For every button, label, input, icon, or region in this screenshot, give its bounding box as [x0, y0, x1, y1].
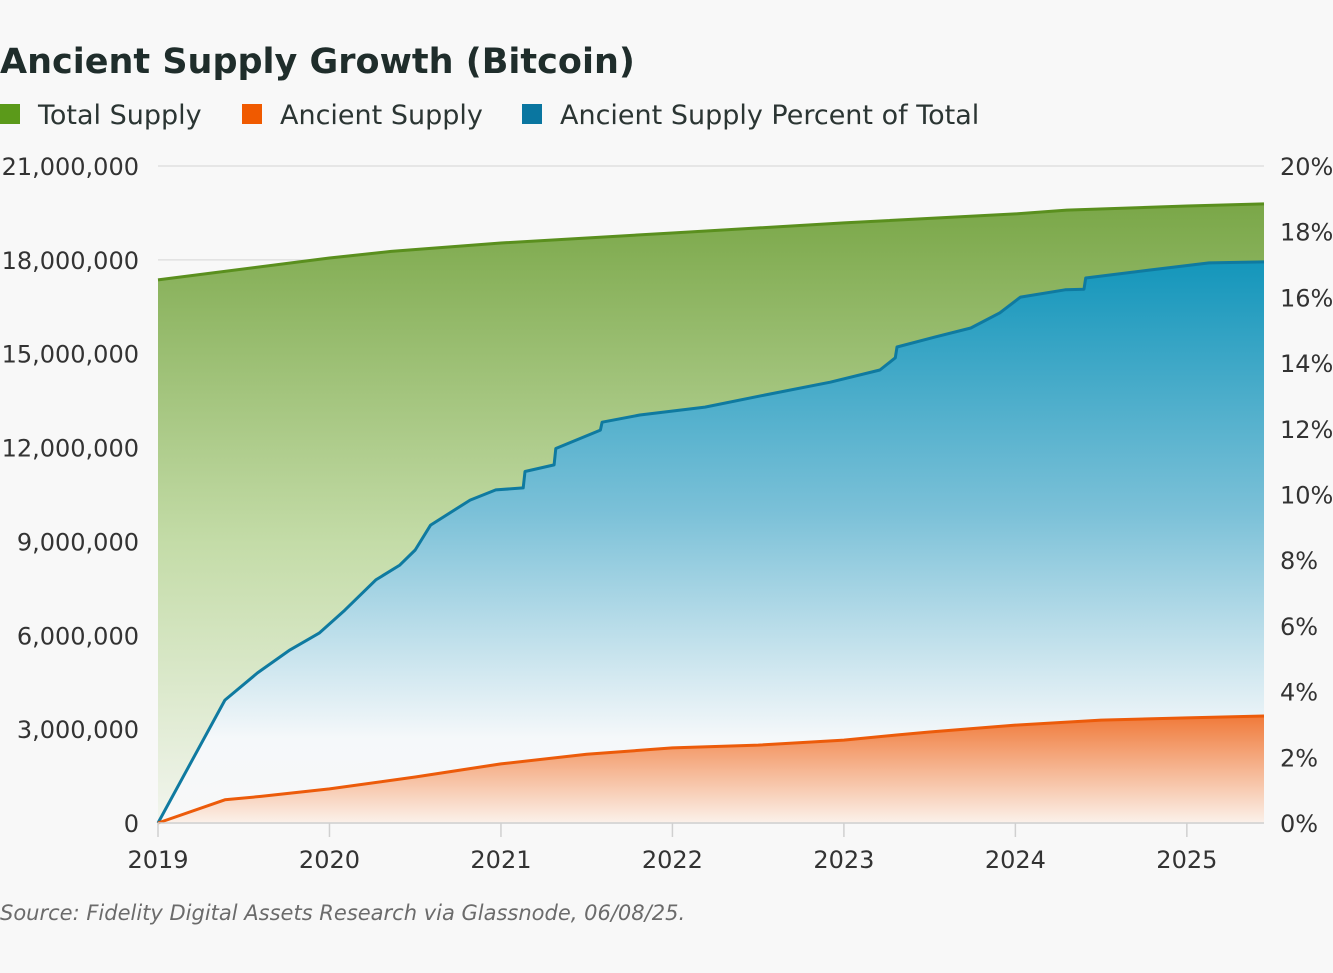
left-axis-tick-label: 3,000,000 [17, 716, 139, 744]
right-axis-tick-label: 16% [1280, 284, 1333, 312]
left-axis-tick-label: 15,000,000 [2, 341, 139, 369]
line-ancient-supply [157, 714, 1265, 825]
x-axis-tick-label: 2024 [985, 846, 1046, 874]
right-axis-tick-label: 10% [1280, 482, 1333, 510]
x-axis-tick-label: 2022 [642, 846, 703, 874]
x-axis-tick-label: 2019 [127, 846, 188, 874]
legend-swatch [522, 104, 542, 124]
area-ancient-supply [158, 716, 1264, 823]
legend-swatch [0, 104, 20, 124]
series-areas [158, 203, 1264, 823]
right-axis-tick-label: 12% [1280, 416, 1333, 444]
x-axis-tick-label: 2025 [1156, 846, 1217, 874]
right-axis-tick-label: 8% [1280, 547, 1318, 575]
right-axis-tick-label: 20% [1280, 153, 1333, 181]
right-axis-tick-label: 2% [1280, 744, 1318, 772]
right-axis-tick-label: 18% [1280, 219, 1333, 247]
series-lines [156, 202, 1265, 825]
left-axis-tick-label: 9,000,000 [17, 528, 139, 556]
right-axis-tick-label: 0% [1280, 810, 1318, 838]
left-axis-tick-label: 12,000,000 [2, 435, 139, 463]
legend-label: Total Supply [37, 100, 202, 131]
legend: Total Supply Ancient Supply Ancient Supply… [0, 100, 979, 131]
left-axis-tick-label: 6,000,000 [17, 622, 139, 650]
right-axis-tick-label: 14% [1280, 350, 1333, 378]
source-note: Source: Fidelity Digital Assets Research… [0, 901, 685, 925]
left-axis-tick-label: 21,000,000 [2, 153, 139, 181]
left-axis-tick-label: 18,000,000 [2, 247, 139, 275]
chart-title: Ancient Supply Growth (Bitcoin) [0, 42, 635, 82]
x-axis-tick-label: 2023 [813, 846, 874, 874]
area-ancient-supply-percent-of-total [158, 261, 1264, 823]
right-axis-tick-label: 6% [1280, 613, 1318, 641]
x-axis-tick-label: 2021 [470, 846, 531, 874]
axes: 0 3,000,000 6,000,000 9,000,000 12,000,000 15… [2, 153, 1333, 874]
x-axis-tick-label: 2020 [299, 846, 360, 874]
right-axis-tick-label: 4% [1280, 679, 1318, 707]
legend-label: Ancient Supply Percent of Total [560, 100, 979, 131]
line-total-supply [157, 202, 1265, 282]
legend-label: Ancient Supply [280, 100, 483, 131]
legend-swatch [242, 104, 262, 124]
left-axis-tick-label: 0 [124, 810, 139, 838]
line-ancient-supply-percent-of-total [156, 260, 1265, 824]
